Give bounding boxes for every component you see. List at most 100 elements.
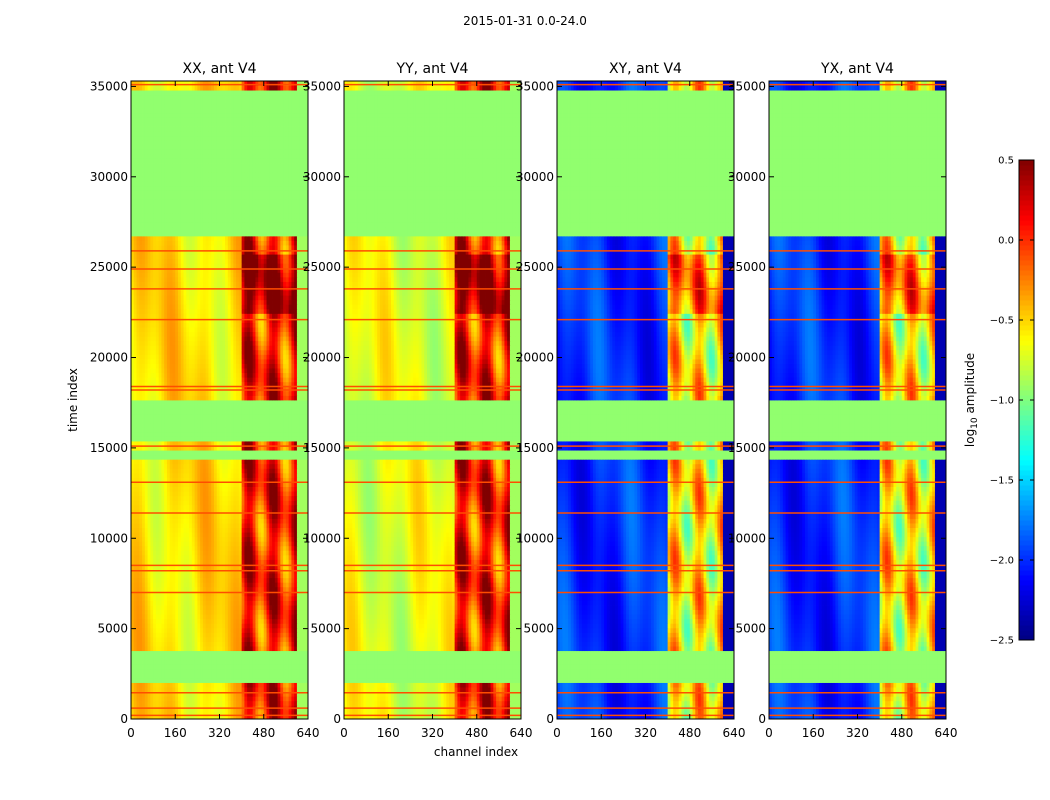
heat-cell [289, 678, 292, 683]
heat-cell [272, 683, 275, 688]
heat-cell [275, 660, 278, 665]
heat-cell [189, 660, 192, 665]
heat-cell [286, 655, 289, 660]
heat-cell [261, 683, 264, 688]
heat-cell [255, 660, 258, 665]
heat-cell [167, 673, 170, 678]
heat-cell [208, 646, 211, 651]
heat-cell [206, 678, 209, 683]
heat-cell [153, 683, 156, 688]
heat-cell [159, 655, 162, 660]
heat-cell [231, 646, 234, 651]
heat-cell [250, 651, 253, 656]
heat-cell [222, 651, 225, 656]
heat-cell [148, 646, 151, 651]
heat-cell [228, 678, 231, 683]
heat-cell [233, 655, 236, 660]
heat-cell [175, 701, 178, 706]
heat-cell [253, 687, 256, 692]
heat-cell [231, 669, 234, 674]
heat-cell [189, 701, 192, 706]
heat-cell [267, 678, 270, 683]
heat-cell [217, 683, 220, 688]
heat-cell [225, 646, 228, 651]
heat-cell [297, 655, 300, 660]
heat-cell [247, 660, 250, 665]
heat-cell [211, 646, 214, 651]
heat-cell [269, 696, 272, 701]
heat-cell [272, 660, 275, 665]
heat-cell [247, 696, 250, 701]
heat-cell [167, 683, 170, 688]
heat-cell [283, 696, 286, 701]
heat-cell [291, 669, 294, 674]
heat-cell [211, 673, 214, 678]
heat-cell [294, 664, 297, 669]
heat-cell [244, 646, 247, 651]
heat-cell [261, 673, 264, 678]
heat-cell [228, 687, 231, 692]
heat-cell [291, 696, 294, 701]
heat-cell [211, 669, 214, 674]
heat-cell [195, 651, 198, 656]
heat-cell [184, 669, 187, 674]
heat-cell [134, 701, 137, 706]
heat-cell [186, 646, 189, 651]
heat-cell [300, 687, 303, 692]
heat-cell [134, 646, 137, 651]
heat-cell [214, 678, 217, 683]
heat-cell [247, 651, 250, 656]
heat-cell [269, 660, 272, 665]
heat-cell [297, 669, 300, 674]
heat-cell [164, 655, 167, 660]
heat-cell [222, 687, 225, 692]
heat-cell [278, 655, 281, 660]
heat-cell [159, 651, 162, 656]
heat-cell [137, 673, 140, 678]
heat-cell [184, 655, 187, 660]
heat-cell [161, 655, 164, 660]
heat-cell [302, 696, 305, 701]
heat-cell [272, 651, 275, 656]
heat-cell [264, 646, 267, 651]
heat-cell [214, 683, 217, 688]
heat-cell [269, 710, 272, 715]
heat-cell [269, 687, 272, 692]
heat-cell [258, 710, 261, 715]
heat-cell [161, 696, 164, 701]
heat-cell [195, 678, 198, 683]
heat-cell [297, 696, 300, 701]
heat-cell [150, 655, 153, 660]
heat-cell [228, 655, 231, 660]
heat-cell [139, 696, 142, 701]
heat-cell [253, 673, 256, 678]
heat-cell [294, 651, 297, 656]
heat-cell [208, 655, 211, 660]
heat-cell [139, 673, 142, 678]
heat-cell [272, 678, 275, 683]
heat-cell [225, 696, 228, 701]
heat-cell [289, 646, 292, 651]
heat-cell [208, 696, 211, 701]
heat-cell [153, 660, 156, 665]
heat-cell [172, 678, 175, 683]
heat-cell [200, 701, 203, 706]
heat-cell [137, 710, 140, 715]
heat-cell [280, 673, 283, 678]
heat-cell [222, 655, 225, 660]
heat-cell [258, 664, 261, 669]
heat-cell [208, 664, 211, 669]
heat-cell [139, 646, 142, 651]
heat-cell [164, 678, 167, 683]
heat-cell [269, 701, 272, 706]
heat-cell [172, 673, 175, 678]
heat-cell [134, 642, 137, 647]
heat-cell [134, 664, 137, 669]
heat-cell [236, 655, 239, 660]
heat-cell [178, 660, 181, 665]
heat-cell [203, 651, 206, 656]
heat-cell [150, 701, 153, 706]
heat-cell [236, 710, 239, 715]
heat-cell [280, 669, 283, 674]
heat-cell [145, 678, 148, 683]
